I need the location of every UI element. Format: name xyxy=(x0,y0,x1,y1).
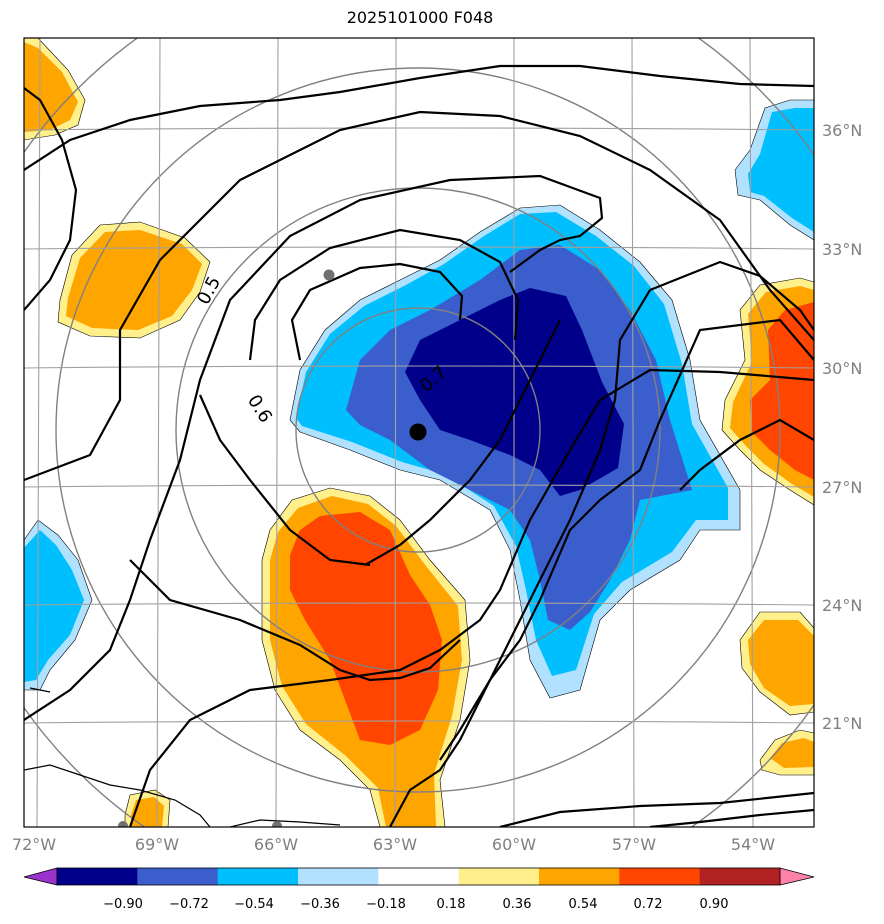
lat-label: 36°N xyxy=(822,121,862,140)
lon-label: 72°W xyxy=(12,835,56,854)
lon-label: 57°W xyxy=(612,835,656,854)
colorbar-tick-label: 0.90 xyxy=(700,897,729,912)
colorbar-segment xyxy=(57,868,138,885)
colorbar-segment xyxy=(378,868,460,885)
colorbar-extend-high xyxy=(779,867,815,886)
colorbar-tick-label: −0.18 xyxy=(366,897,406,912)
colorbar-tick-label: −0.72 xyxy=(169,897,209,912)
colorbar-segment xyxy=(137,868,219,885)
map-frame xyxy=(23,37,815,828)
coastline xyxy=(24,687,341,827)
lon-label: 66°W xyxy=(254,835,298,854)
shaded-anomaly-fields xyxy=(24,38,814,827)
lat-label: 21°N xyxy=(822,714,862,733)
track-point-marker xyxy=(272,821,282,827)
lat-label: 27°N xyxy=(822,478,862,497)
lon-label: 63°W xyxy=(373,835,417,854)
colorbar-tick-label: 0.36 xyxy=(503,897,532,912)
lat-label: 24°N xyxy=(822,596,862,615)
colorbar-tick-label: −0.36 xyxy=(300,897,340,912)
colorbar-segment xyxy=(458,868,540,885)
map-title: 2025101000 F048 xyxy=(346,8,494,27)
graticule xyxy=(24,38,814,827)
colorbar-segment xyxy=(539,868,620,885)
colorbar: −0.90 −0.72 −0.54 −0.36 −0.18 0.18 0.36 … xyxy=(23,867,815,912)
contour-label-0-6: 0.6 xyxy=(243,391,276,426)
colorbar-tick-label: 0.72 xyxy=(634,897,663,912)
colorbar-segment xyxy=(217,868,299,885)
colorbar-segment xyxy=(298,868,379,885)
lon-label: 60°W xyxy=(492,835,536,854)
lat-label: 30°N xyxy=(822,359,862,378)
colorbar-tick-label: −0.54 xyxy=(234,897,274,912)
track-point-marker xyxy=(118,821,128,827)
colorbar-frame xyxy=(56,867,781,886)
latitude-labels: 36°N 33°N 30°N 27°N 24°N 21°N xyxy=(822,121,862,733)
lat-label: 33°N xyxy=(822,240,862,259)
lon-label: 69°W xyxy=(135,835,179,854)
colorbar-tick-label: 0.54 xyxy=(569,897,598,912)
colorbar-extend-low xyxy=(23,867,58,886)
longitude-labels: 72°W 69°W 66°W 63°W 60°W 57°W 54°W xyxy=(12,835,775,854)
colorbar-tick-labels: −0.90 −0.72 −0.54 −0.36 −0.18 0.18 0.36 … xyxy=(103,897,728,912)
colorbar-tick-label: 0.18 xyxy=(437,897,466,912)
colorbar-segment xyxy=(699,868,781,885)
lon-label: 54°W xyxy=(731,835,775,854)
colorbar-tick-label: −0.90 xyxy=(103,897,143,912)
storm-center-marker xyxy=(409,423,427,441)
height-contours xyxy=(24,64,814,827)
colorbar-segment xyxy=(619,868,701,885)
track-point-marker xyxy=(323,269,335,281)
